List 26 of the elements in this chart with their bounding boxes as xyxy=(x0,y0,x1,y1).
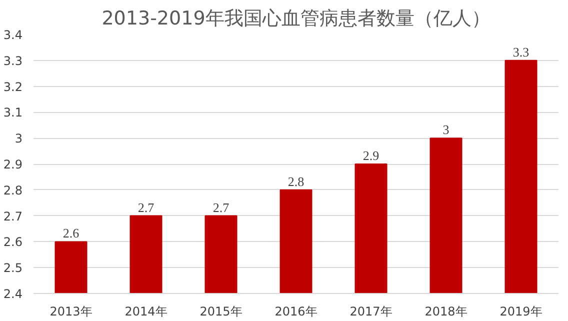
x-tick-label: 2017年 xyxy=(350,304,392,318)
data-label: 3.3 xyxy=(512,44,530,60)
y-tick-label: 3.2 xyxy=(3,80,23,94)
x-tick-label: 2018年 xyxy=(424,304,468,318)
y-tick-label: 2.5 xyxy=(3,261,23,276)
y-tick-label: 2.9 xyxy=(3,158,23,172)
data-label: 3 xyxy=(442,122,450,138)
y-tick-label: 2.8 xyxy=(3,183,23,198)
x-tick-label: 2015年 xyxy=(200,304,242,318)
data-label: 2.9 xyxy=(362,148,380,163)
x-tick-label: 2014年 xyxy=(124,304,168,318)
y-tick-label: 3.4 xyxy=(3,28,23,42)
chart-title: 2013-2019年我国心血管病患者数量（亿人） xyxy=(102,8,490,30)
x-tick-label: 2016年 xyxy=(274,304,318,318)
y-tick-label: 3 xyxy=(14,132,23,146)
y-tick-label: 2.4 xyxy=(3,287,23,301)
x-tick-label: 2013年 xyxy=(50,304,92,318)
y-tick-label: 2.6 xyxy=(3,235,23,250)
data-label: 2.7 xyxy=(212,200,230,215)
x-tick-label: 2019年 xyxy=(500,304,542,318)
y-tick-label: 2.7 xyxy=(3,209,23,224)
y-tick-label: 3.1 xyxy=(3,106,23,120)
data-label: 2.8 xyxy=(288,174,304,189)
y-tick-label: 3.3 xyxy=(3,54,23,68)
data-label: 2.6 xyxy=(62,226,80,241)
data-label: 2.7 xyxy=(138,200,155,215)
